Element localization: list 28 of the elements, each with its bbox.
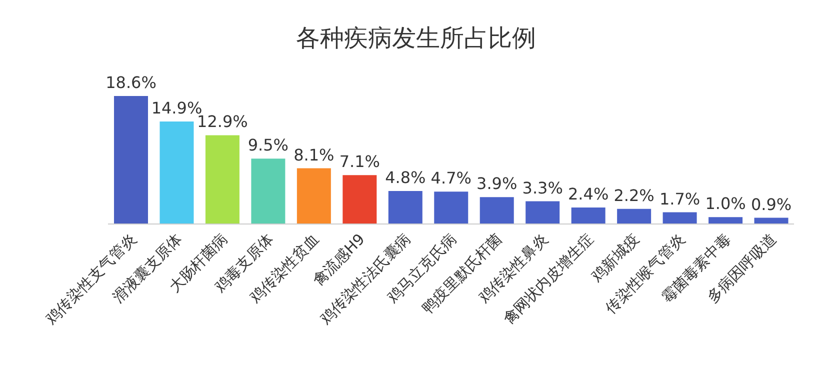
data-label: 7.1% bbox=[339, 152, 380, 172]
data-label: 3.9% bbox=[476, 174, 518, 194]
bar bbox=[526, 201, 560, 224]
chart-title: 各种疾病发生所占比例 bbox=[295, 23, 537, 54]
bar bbox=[434, 192, 468, 224]
data-label: 9.5% bbox=[248, 136, 289, 155]
bar bbox=[342, 175, 377, 224]
data-label: 2.2% bbox=[614, 186, 654, 205]
data-label: 1.0% bbox=[705, 194, 746, 214]
data-label: 1.7% bbox=[659, 189, 700, 208]
bar bbox=[114, 96, 148, 224]
data-label: 3.3% bbox=[522, 178, 563, 198]
data-label: 2.4% bbox=[568, 184, 609, 204]
bar bbox=[662, 212, 697, 224]
bar bbox=[480, 197, 514, 224]
bar bbox=[296, 168, 331, 224]
bar bbox=[160, 121, 194, 224]
bar bbox=[617, 208, 652, 224]
data-label: 4.8% bbox=[385, 168, 426, 187]
data-label: 0.9% bbox=[750, 194, 792, 214]
bar bbox=[388, 190, 422, 224]
bar bbox=[708, 217, 743, 224]
data-label: 18.6% bbox=[106, 73, 156, 92]
bar bbox=[251, 158, 286, 224]
data-label: 4.7% bbox=[430, 168, 472, 188]
data-label: 8.1% bbox=[294, 145, 334, 164]
bar bbox=[571, 207, 606, 224]
bar bbox=[205, 135, 240, 224]
